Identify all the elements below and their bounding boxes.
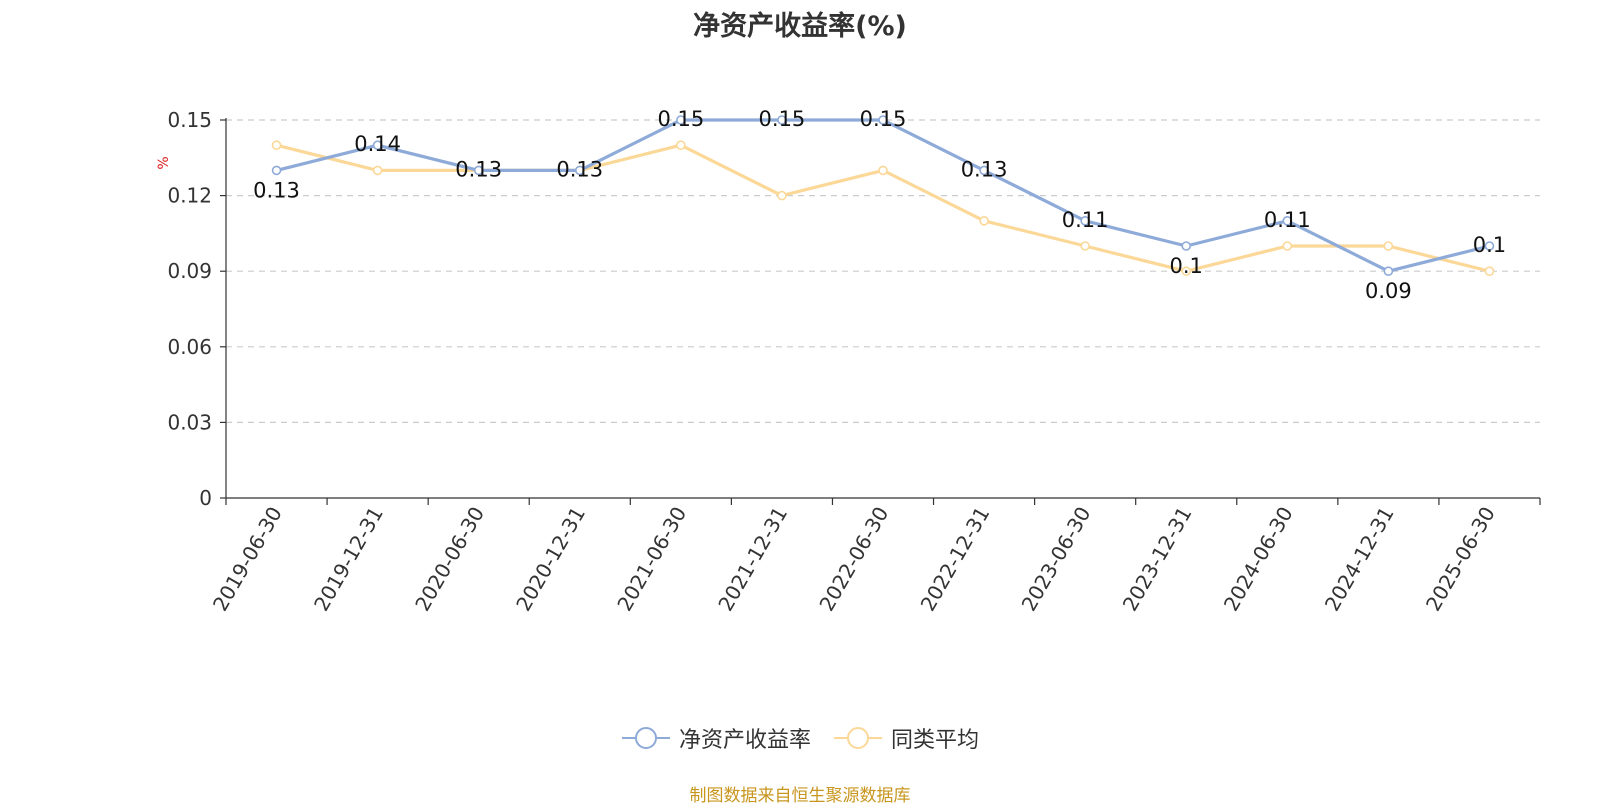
x-tick-label: 2022-06-30 (814, 503, 893, 616)
roe-data-label: 0.13 (556, 157, 603, 181)
roe-data-label: 0.13 (455, 157, 502, 181)
roe-data-label: 0.14 (354, 132, 401, 156)
roe-data-point (1484, 241, 1495, 251)
y-tick-label: 0.06 (167, 335, 212, 359)
x-tick-label: 2025-06-30 (1421, 503, 1500, 616)
legend-item-roe[interactable]: 净资产收益率 (621, 722, 811, 754)
roe-data-point (372, 140, 383, 150)
roe-data-point (777, 115, 787, 125)
peer-average-data-point (777, 190, 787, 201)
roe-data-point (1080, 216, 1090, 226)
y-tick-label: 0.09 (167, 259, 212, 283)
peer-average-data-point (1282, 241, 1293, 251)
x-tick-label: 2024-06-30 (1219, 503, 1298, 616)
roe-data-point (271, 165, 282, 176)
roe-data-label: 0.1 (1473, 233, 1506, 257)
legend-label-roe: 净资产收益率 (678, 728, 811, 753)
y-axis-label: % (156, 156, 172, 169)
roe-data-label: 0.15 (657, 107, 704, 131)
peer-average-data-point (271, 140, 282, 150)
x-tick-label: 2024-12-31 (1320, 503, 1399, 616)
data-source-note: 制图数据来自恒生聚源数据库 (689, 786, 911, 806)
legend: 净资产收益率 同类平均 (0, 722, 1600, 754)
legend-roe-line-icon (621, 727, 670, 749)
x-tick-label: 2019-12-31 (309, 503, 388, 616)
peer-average-data-point (1080, 241, 1090, 251)
roe-data-point (473, 165, 484, 176)
roe-data-label: 0.13 (253, 178, 300, 202)
legend-item-peer-average[interactable]: 同类平均 (833, 722, 979, 754)
peer-average-data-point (979, 216, 989, 226)
x-tick-label: 2023-12-31 (1118, 503, 1197, 616)
y-tick-label: 0 (199, 486, 212, 510)
roe-data-point (1181, 241, 1192, 251)
y-tick-label: 0.12 (167, 184, 212, 208)
x-tick-label: 2022-12-31 (916, 503, 995, 616)
roe-data-label: 0.09 (1365, 279, 1412, 303)
roe-data-label: 0.11 (1264, 208, 1311, 232)
peer-average-data-point (676, 140, 686, 150)
chart-title: 净资产收益率(%) (693, 11, 907, 42)
y-tick-label: 0.03 (167, 410, 212, 434)
x-tick-label: 2023-06-30 (1017, 503, 1096, 616)
legend-label-peer-average: 同类平均 (891, 728, 980, 753)
x-tick-label: 2021-06-30 (612, 503, 691, 616)
roe-data-point (676, 115, 686, 125)
roe-data-point (1383, 266, 1394, 277)
roe-data-label: 0.11 (1062, 208, 1109, 232)
data-labels: 0.13 0.14 0.13 0.13 0.15 0.15 0.15 0.13 0.11 0.1 0… (253, 107, 1506, 303)
peer-average-data-point (372, 165, 383, 176)
x-tick-label: 2019-06-30 (208, 503, 287, 616)
roe-data-label: 0.13 (961, 157, 1008, 181)
legend-peer-line-icon (834, 727, 882, 749)
roe-data-label: 0.1 (1170, 254, 1203, 278)
x-tick-label: 2020-12-31 (511, 503, 590, 616)
y-tick-label: 0.15 (167, 108, 212, 132)
peer-average-data-point (1181, 266, 1192, 277)
x-tick-label: 2020-06-30 (410, 503, 489, 616)
axes: 0 0.03 0.06 0.09 0.12 0.15 2019-06-30 2019-12-3… (167, 108, 1541, 616)
peer-average-data-point (1484, 266, 1495, 277)
roe-data-point (979, 165, 989, 176)
roe-data-point (574, 165, 585, 176)
grid-lines (226, 119, 1540, 423)
roe-data-label: 0.15 (860, 107, 907, 131)
x-tick-label: 2021-12-31 (713, 503, 792, 616)
roe-data-point (1282, 216, 1293, 226)
series-lines (271, 115, 1495, 277)
roe-data-label: 0.15 (759, 107, 806, 131)
peer-average-data-point (878, 165, 888, 176)
peer-average-data-point (1383, 241, 1394, 251)
roe-data-point (878, 115, 888, 125)
